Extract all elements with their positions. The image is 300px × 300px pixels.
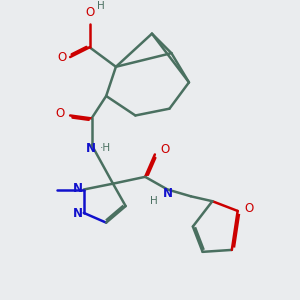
Text: H: H (150, 196, 158, 206)
Text: N: N (85, 142, 96, 155)
Text: O: O (85, 6, 94, 19)
Text: N: N (163, 187, 172, 200)
Text: H: H (98, 2, 105, 11)
Text: ·H: ·H (100, 142, 111, 153)
Text: O: O (56, 107, 65, 120)
Text: O: O (245, 202, 254, 215)
Text: O: O (160, 143, 169, 156)
Text: N: N (73, 207, 83, 220)
Text: O: O (58, 50, 67, 64)
Text: N: N (73, 182, 83, 195)
